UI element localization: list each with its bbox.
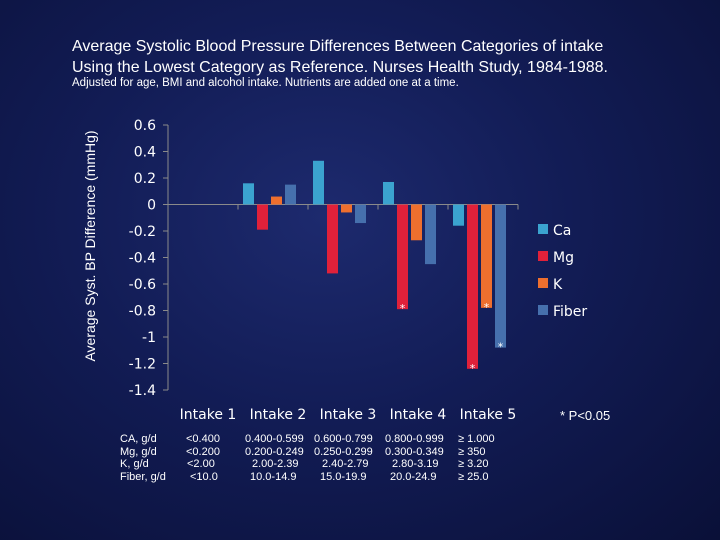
y-tick-label: -0.8 [129, 304, 156, 320]
legend-swatch-k [538, 278, 548, 288]
y-tick-label: -0.6 [129, 277, 156, 293]
intake-cell: 0.200-0.249 [245, 445, 304, 458]
legend-label-k: K [553, 277, 563, 293]
intake-cell: <0.200 [186, 445, 220, 458]
intake-cell: 0.300-0.349 [385, 445, 444, 458]
bar-fiber-4 [425, 204, 436, 265]
intake-cell: 0.400-0.599 [245, 433, 304, 445]
x-tick-label: Intake 4 [390, 407, 447, 423]
intake-row-label: Fiber, g/d [120, 470, 166, 483]
intake-cell: 2.00-2.39 [252, 458, 299, 470]
intake-row-label: CA, g/d [120, 433, 157, 445]
x-tick-label: Intake 2 [250, 407, 307, 423]
bar-mg-4 [397, 204, 408, 310]
intake-cell: 10.0-14.9 [250, 470, 297, 483]
significance-marker: * [470, 362, 476, 375]
bar-fiber-5 [495, 204, 506, 348]
intake-cell: ≥ 1.000 [458, 433, 495, 445]
bar-k-3 [341, 204, 352, 213]
bar-mg-5 [467, 204, 478, 369]
bar-ca-2 [243, 183, 254, 205]
y-tick-label: -0.2 [129, 224, 156, 240]
y-tick-label: -0.4 [129, 251, 156, 267]
legend-swatch-fiber [538, 305, 548, 315]
intake-cell: 2.80-3.19 [392, 458, 439, 470]
bar-mg-3 [327, 204, 338, 274]
chart-title-line-1: Average Systolic Blood Pressure Differen… [72, 38, 604, 55]
chart-title: Average Systolic Blood Pressure Differen… [72, 36, 712, 78]
legend-swatch-ca [538, 224, 548, 234]
intake-row-label: Mg, g/d [120, 445, 157, 458]
bar-mg-2 [257, 204, 268, 230]
legend-swatch-mg [538, 251, 548, 261]
y-tick-label: -1.2 [129, 357, 156, 373]
y-tick-label: -1.4 [129, 383, 156, 399]
y-tick-label: 0 [147, 198, 156, 214]
bar-ca-4 [383, 181, 394, 205]
chart-subtitle: Adjusted for age, BMI and alcohol intake… [72, 77, 459, 89]
bar-k-5 [481, 204, 492, 308]
bar-k-4 [411, 204, 422, 241]
intake-cell: <10.0 [190, 470, 218, 483]
legend-label-mg: Mg [553, 250, 574, 266]
bar-ca-3 [313, 160, 324, 205]
intake-cell: 0.250-0.299 [314, 445, 373, 458]
intake-row-label: K, g/d [120, 458, 149, 470]
x-tick-label: Intake 1 [180, 407, 237, 423]
intake-cell: ≥ 25.0 [458, 470, 489, 483]
intake-cell: 0.800-0.999 [385, 433, 444, 445]
significance-marker: * [498, 341, 504, 354]
intake-cell: 2.40-2.79 [322, 458, 369, 470]
bar-ca-5 [453, 204, 464, 226]
intake-cell: 15.0-19.9 [320, 470, 367, 483]
chart-title-line-2: Using the Lowest Category as Reference. … [72, 59, 608, 76]
significance-footnote: * P<0.05 [560, 408, 611, 423]
y-tick-label: -1 [142, 330, 156, 346]
intake-cell: <0.400 [186, 433, 220, 445]
significance-marker: * [484, 301, 490, 314]
significance-marker: * [400, 302, 406, 315]
bar-k-2 [271, 196, 282, 205]
y-tick-label: 0.6 [134, 118, 156, 134]
y-tick-label: 0.2 [134, 171, 156, 187]
intake-cell: ≥ 3.20 [458, 458, 489, 470]
x-tick-label: Intake 3 [320, 407, 377, 423]
intake-cell: <2.00 [187, 458, 215, 470]
intake-cell: 0.600-0.799 [314, 433, 373, 445]
y-tick-label: 0.4 [134, 145, 156, 161]
bar-fiber-3 [355, 204, 366, 224]
intake-cell: ≥ 350 [458, 445, 486, 458]
legend-label-ca: Ca [553, 223, 571, 239]
intake-cell: 20.0-24.9 [390, 470, 437, 483]
x-tick-label: Intake 5 [460, 407, 517, 423]
legend-label-fiber: Fiber [553, 304, 587, 320]
bar-fiber-2 [285, 184, 296, 205]
